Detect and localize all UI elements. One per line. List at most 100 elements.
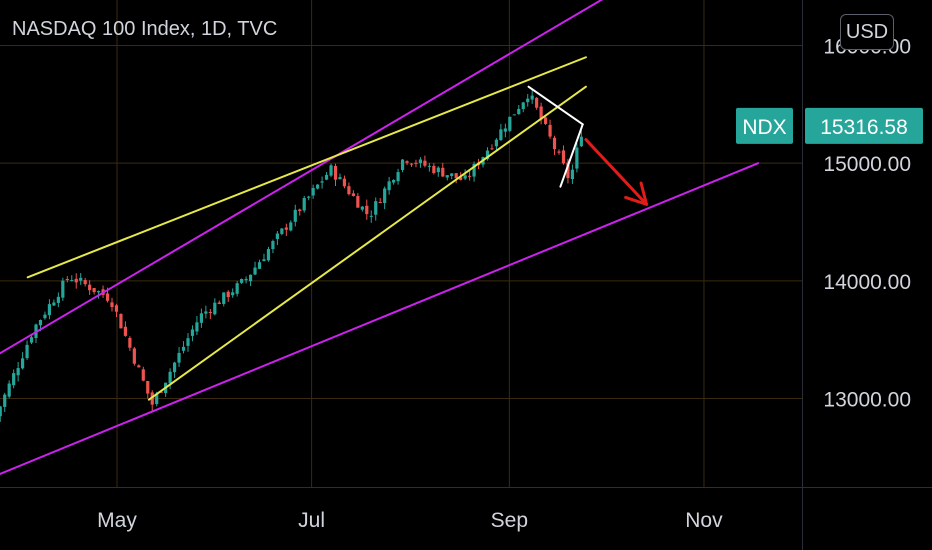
candle-body [159,391,163,393]
candle-body [21,358,25,369]
wedge-lower-line[interactable] [147,85,587,401]
candle-body [226,291,230,298]
candle-body [454,173,458,179]
candle-body [88,284,92,291]
candle-body [150,392,154,405]
candle-body [262,259,266,262]
candle-body [427,165,431,167]
candle-body [146,380,150,394]
candle-body [316,184,320,189]
candle-body [508,116,512,131]
candle-body [432,165,436,173]
candle-body [298,209,302,211]
candle-body [485,150,490,160]
candle-body [499,129,503,141]
flag-line-2[interactable] [559,123,584,188]
candle-body [539,106,543,120]
candle-body [257,262,262,269]
symbol-tag-box [736,107,793,144]
candle-body [222,292,226,304]
lower-channel-line[interactable] [0,162,760,481]
forecast-arrow[interactable] [584,138,649,206]
candle-body [445,175,449,178]
candle-body [137,365,141,368]
candle-body [324,174,329,180]
candle-body [400,159,405,170]
candle-body [409,163,414,165]
candle-body [195,322,199,332]
candle-body [342,178,347,187]
candle-body [418,159,423,164]
candle-body [351,193,355,196]
x-tick-label: May [97,509,137,532]
candle-body [74,278,78,283]
candle-body [347,186,351,195]
candle-body [213,302,217,315]
symbol-tag-label: NDX [742,116,786,139]
candle-body [383,188,387,204]
candle-body [472,163,476,177]
candle-body [494,139,499,147]
candle-body [186,338,190,346]
candle-body [535,97,539,108]
flag-line-1[interactable] [527,85,584,126]
candle-body [190,329,195,336]
x-tick-label: Sep [491,509,528,532]
y-tick-label: 15000.00 [823,153,911,176]
currency-button[interactable]: USD [840,14,894,50]
candle-body [468,175,472,177]
chart-title: NASDAQ 100 Index, 1D, TVC [12,18,278,40]
candle-body [378,202,382,204]
candle-body [459,177,463,180]
candle-body [141,369,145,381]
candle-body [217,302,221,305]
candle-body [463,175,467,179]
candle-body [526,98,530,103]
candle-body [240,279,244,283]
candle-body [275,233,279,239]
candle-body [244,279,248,281]
candles [0,89,583,422]
candle-body [38,319,43,326]
candle-body [293,209,297,222]
candle-body [436,167,440,173]
candle-body [132,348,136,364]
candle-body [43,314,47,319]
candle-body [208,312,212,314]
candle-body [392,180,396,183]
wedge-upper-line[interactable] [26,56,587,279]
candle-body [307,196,311,198]
candle-body [155,393,159,404]
candle-body [566,162,570,179]
candle-body [320,181,324,183]
candle-body [512,114,516,116]
candle-body [503,128,507,132]
forecast-arrow-head [624,181,649,206]
candle-body [114,305,119,312]
candle-body [423,160,427,166]
candle-body [441,167,445,177]
candle-body [570,169,575,180]
candle-body [302,198,306,211]
candle-body [374,201,378,215]
candle-body [123,326,128,336]
candle-body [47,304,52,316]
candle-body [561,150,566,164]
candle-body [92,288,96,293]
candle-body [110,302,114,308]
candle-body [83,280,87,285]
candle-body [172,362,177,373]
candle-body [231,292,235,296]
y-tick-label: 13000.00 [823,389,911,412]
candle-body [235,283,239,294]
candle-body [490,148,494,150]
candle-body [552,137,557,150]
candle-body [12,373,16,386]
candle-body [329,165,333,176]
candle-body [253,267,257,275]
price-tag-box [805,107,923,144]
y-tick-label: 14000.00 [823,271,911,294]
candle-body [333,165,338,180]
